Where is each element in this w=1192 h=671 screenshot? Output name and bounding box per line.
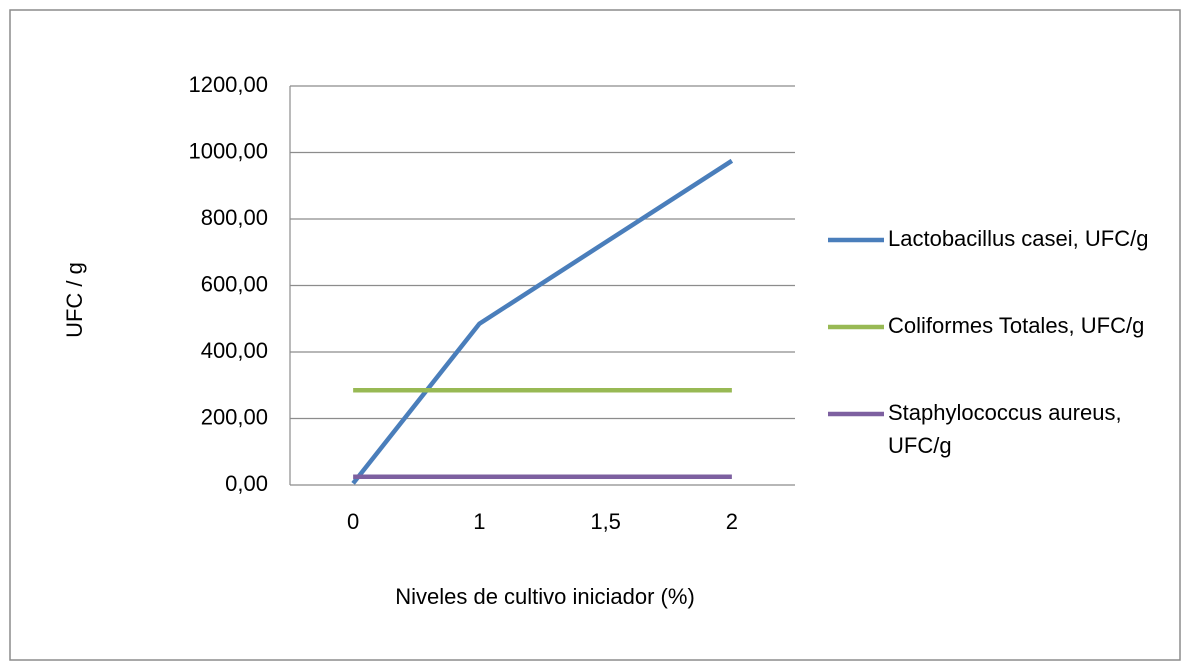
y-tick-label: 1200,00 (188, 72, 268, 97)
y-axis-title: UFC / g (62, 262, 87, 338)
legend-label: Lactobacillus casei, UFC/g (888, 226, 1148, 251)
x-tick-label: 1,5 (590, 509, 621, 534)
x-axis-title: Niveles de cultivo iniciador (%) (395, 584, 695, 609)
legend-label: Staphylococcus aureus, UFC/g (888, 400, 1128, 458)
chart-frame (9, 9, 1181, 661)
x-tick-label: 2 (726, 509, 738, 534)
y-tick-label: 400,00 (201, 338, 268, 363)
y-tick-label: 200,00 (201, 404, 268, 429)
y-tick-label: 800,00 (201, 205, 268, 230)
data-line (351, 158, 734, 485)
y-tick-label: 0,00 (225, 471, 268, 496)
y-tick-label: 1000,00 (188, 138, 268, 163)
x-tick-label: 0 (347, 509, 359, 534)
y-tick-label: 600,00 (201, 271, 268, 296)
legend-label: Coliformes Totales, UFC/g (888, 313, 1144, 338)
x-tick-label: 1 (473, 509, 485, 534)
